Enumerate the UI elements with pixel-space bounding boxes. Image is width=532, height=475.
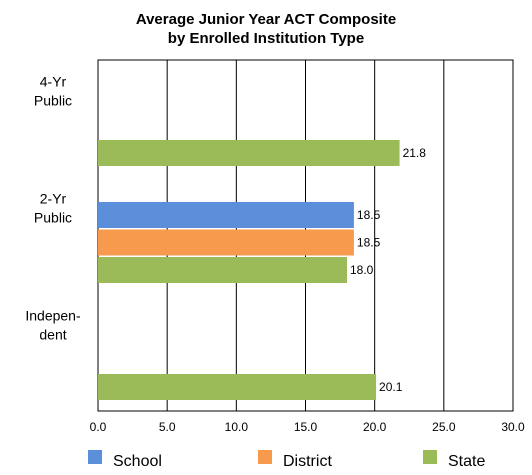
chart-subtitle: by Enrolled Institution Type bbox=[168, 30, 364, 47]
data-label: 18.0 bbox=[350, 263, 374, 277]
x-tick-label: 25.0 bbox=[432, 420, 456, 434]
legend-swatch-state bbox=[423, 450, 437, 464]
x-tick-label: 15.0 bbox=[294, 420, 318, 434]
category-label: Public bbox=[34, 93, 72, 109]
bar-state bbox=[98, 257, 347, 283]
legend-swatch-school bbox=[88, 450, 102, 464]
bar-district bbox=[98, 229, 354, 256]
data-label: 18.5 bbox=[357, 236, 381, 250]
bar-state bbox=[98, 140, 400, 166]
x-tick-label: 10.0 bbox=[225, 420, 249, 434]
legend-swatch-district bbox=[258, 450, 272, 464]
data-label: 20.1 bbox=[379, 380, 403, 394]
data-label: 18.5 bbox=[357, 208, 381, 222]
data-label: 21.8 bbox=[403, 146, 427, 160]
legend-label: District bbox=[283, 453, 332, 470]
plot-area: 0.0 5.0 10.0 15.0 20.0 25.0 30.0 4-Yr Public 21.8… bbox=[25, 59, 525, 434]
category-label: dent bbox=[39, 327, 66, 343]
legend-label: State bbox=[448, 453, 485, 470]
legend-label: School bbox=[113, 453, 162, 470]
x-tick-label: 20.0 bbox=[363, 420, 387, 434]
bar-school bbox=[98, 202, 354, 228]
bar-state bbox=[98, 374, 377, 400]
category-label: Indepen- bbox=[25, 308, 81, 324]
x-tick-label: 30.0 bbox=[501, 420, 525, 434]
legend: School District State bbox=[88, 450, 485, 470]
category-label: Public bbox=[34, 210, 72, 226]
category-label: 2-Yr bbox=[40, 191, 67, 207]
category-label: 4-Yr bbox=[40, 74, 67, 90]
x-tick-label: 0.0 bbox=[90, 420, 107, 434]
x-tick-label: 5.0 bbox=[159, 420, 176, 434]
chart-title: Average Junior Year ACT Composite bbox=[136, 11, 396, 28]
